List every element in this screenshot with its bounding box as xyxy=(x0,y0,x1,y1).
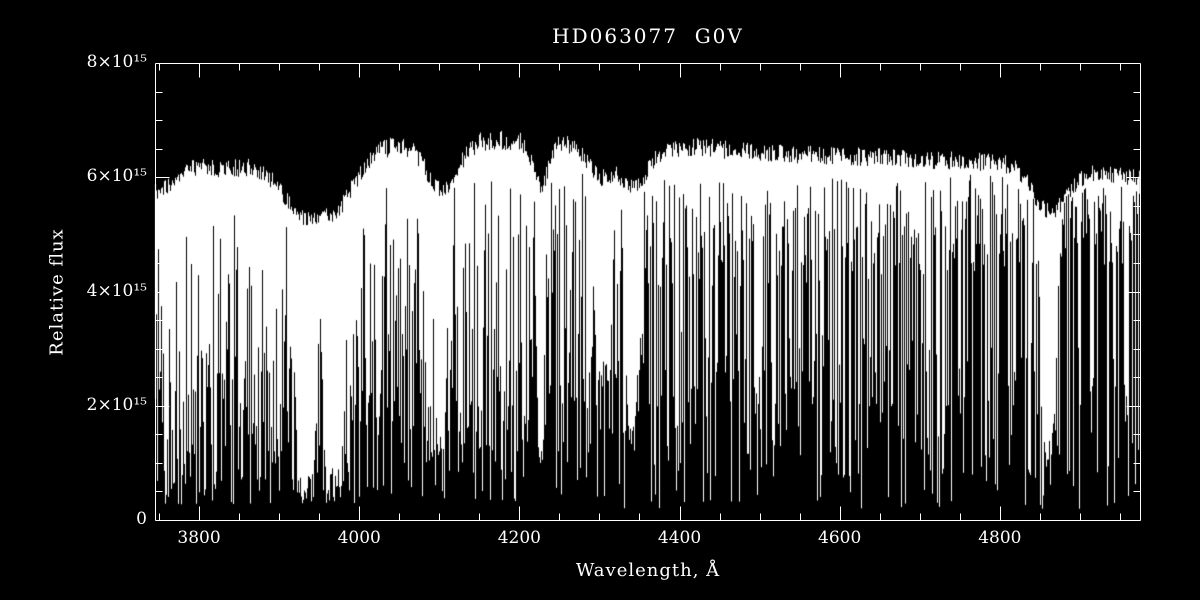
x-tick-label: 4600 xyxy=(818,528,862,548)
x-tick-label: 4800 xyxy=(978,528,1022,548)
y-tick-label: 6×10¹⁵ xyxy=(86,166,147,187)
x-tick-label: 4200 xyxy=(497,528,541,548)
x-tick-label: 4000 xyxy=(337,528,381,548)
y-tick-label: 8×10¹⁵ xyxy=(86,52,147,72)
x-tick-label: 4400 xyxy=(657,528,702,548)
y-tick-label: 4×10¹⁵ xyxy=(86,280,147,301)
chart-title: HD063077 G0V xyxy=(552,24,744,48)
x-axis-label: Wavelength, Å xyxy=(575,560,721,581)
x-tick-label: 3800 xyxy=(177,528,221,548)
y-tick-label: 0 xyxy=(136,509,147,529)
y-tick-label: 2×10¹⁵ xyxy=(86,394,147,415)
